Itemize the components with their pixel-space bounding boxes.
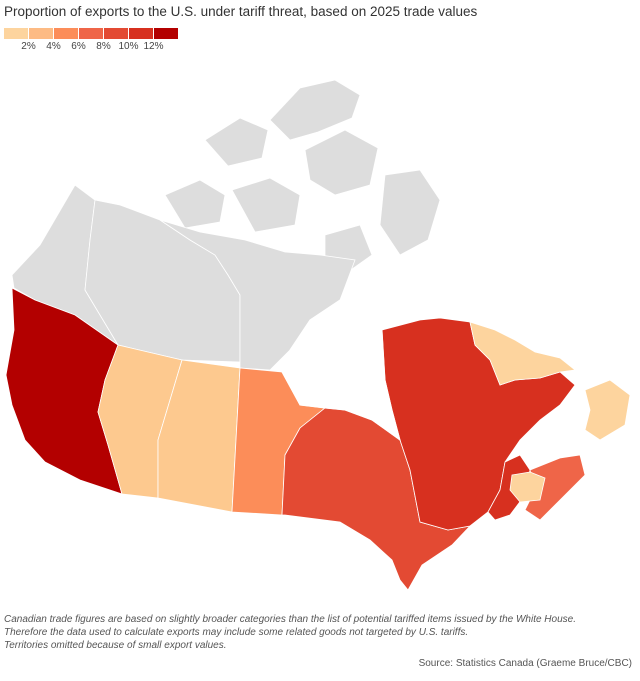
legend-tick-label: 6% <box>71 41 86 52</box>
region-nunavut-islands <box>164 179 226 229</box>
legend-swatches <box>4 28 179 39</box>
legend-tick-label: 2% <box>21 41 36 52</box>
canada-map <box>5 79 631 591</box>
legend-tick-label: 10% <box>118 41 139 52</box>
legend-swatch <box>4 28 29 39</box>
legend-swatch <box>79 28 104 39</box>
legend-swatch <box>154 28 179 39</box>
region-pei <box>509 471 546 503</box>
arctic-islands <box>164 79 441 273</box>
footnote-line: Therefore the data used to calculate exp… <box>4 627 469 638</box>
legend-swatch <box>104 28 129 39</box>
legend-swatch <box>129 28 154 39</box>
legend-swatch <box>29 28 54 39</box>
region-nunavut-islands <box>204 117 269 167</box>
region-nunavut-islands <box>269 79 361 141</box>
legend-tick-label: 12% <box>143 41 164 52</box>
source-credit: Source: Statistics Canada (Graeme Bruce/… <box>418 658 632 669</box>
footnote-line: Territories omitted because of small exp… <box>4 640 227 651</box>
footnote: Canadian trade figures are based on slig… <box>4 613 636 652</box>
region-nunavut-islands <box>231 177 301 233</box>
hudson-bay <box>281 289 401 442</box>
map-title: Proportion of exports to the U.S. under … <box>4 4 478 19</box>
color-legend: 2% 4% 6% 8% 10% 12% <box>4 28 179 52</box>
region-nunavut-islands <box>379 169 441 256</box>
legend-tick-label: 8% <box>96 41 111 52</box>
region-nunavut-islands <box>304 129 379 196</box>
region-newfoundland-labrador <box>469 321 576 386</box>
region-saskatchewan <box>157 359 241 513</box>
legend-swatch <box>54 28 79 39</box>
region-newfoundland-island <box>584 379 631 441</box>
footnote-line: Canadian trade figures are based on slig… <box>4 614 576 625</box>
legend-tick-label: 4% <box>46 41 61 52</box>
legend-ticks: 2% 4% 6% 8% 10% 12% <box>16 41 179 52</box>
